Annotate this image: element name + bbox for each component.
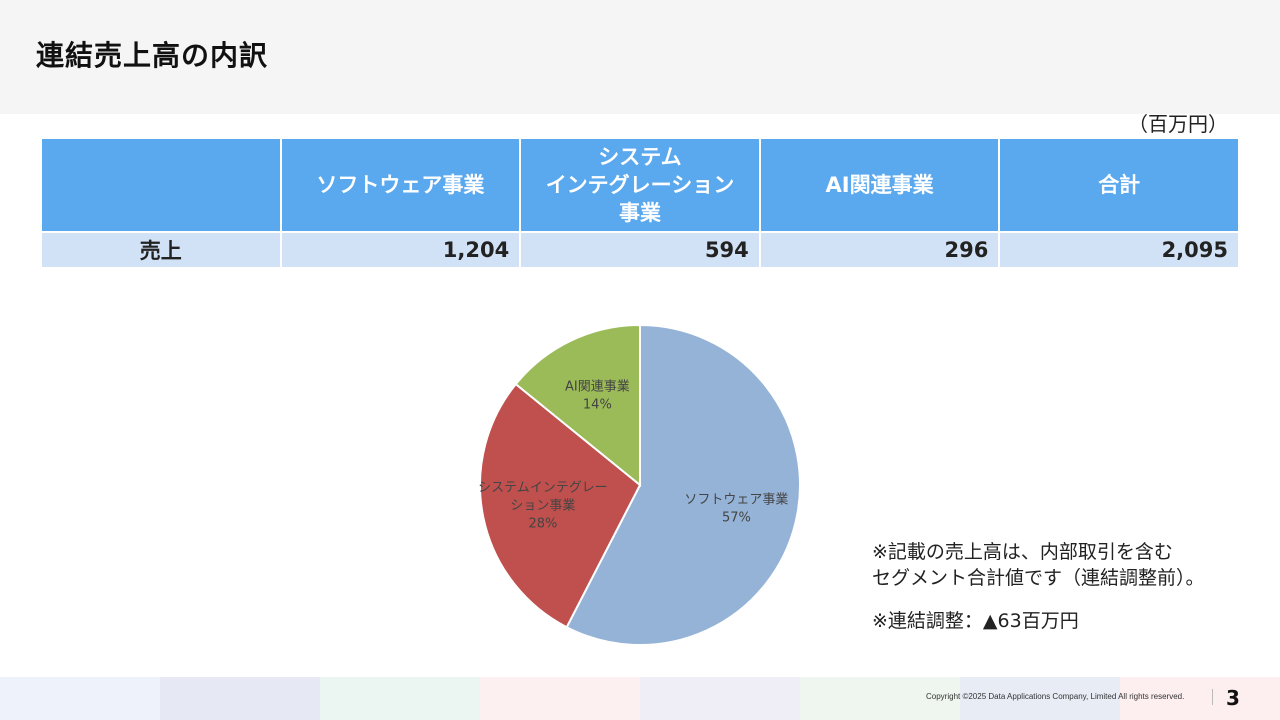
note-text: ※記載の売上高は、内部取引を含む セグメント合計値です（連結調整前）。 xyxy=(872,539,1205,591)
cell-software: 1,204 xyxy=(281,233,520,267)
footer-band-segment xyxy=(960,677,1120,720)
unit-label: （百万円） xyxy=(1128,112,1228,136)
header-empty xyxy=(42,139,280,231)
page-number: 3 xyxy=(1226,686,1240,710)
header-total: 合計 xyxy=(1000,139,1238,231)
footer-band-segment xyxy=(1120,677,1280,720)
header-software: ソフトウェア事業 xyxy=(281,139,520,231)
sales-table: ソフトウェア事業 システム インテグレーション 事業 AI関連事業 合計 売上 … xyxy=(40,137,1240,269)
footer-band-segment xyxy=(800,677,960,720)
pie-slice-percent: 28% xyxy=(528,516,557,531)
title-bar xyxy=(0,0,1280,114)
note-line-2: セグメント合計値です（連結調整前）。 xyxy=(872,567,1205,589)
pie-slice-percent: 57% xyxy=(722,510,751,525)
table-header-row: ソフトウェア事業 システム インテグレーション 事業 AI関連事業 合計 xyxy=(42,139,1238,231)
pie-slice xyxy=(479,382,642,629)
row-label: 売上 xyxy=(42,233,280,267)
pie-slice-label: システムインテグレー xyxy=(478,480,608,495)
cell-system-integration: 594 xyxy=(521,233,759,267)
header-ai: AI関連事業 xyxy=(760,139,999,231)
footer-band-segment xyxy=(160,677,320,720)
note-line-1: ※記載の売上高は、内部取引を含む xyxy=(872,541,1173,563)
table-row: 売上 1,204 594 296 2,095 xyxy=(42,233,1238,267)
footer-divider xyxy=(1212,689,1213,705)
page-title: 連結売上高の内訳 xyxy=(36,39,269,72)
pie-slice-percent: 14% xyxy=(583,397,612,412)
footer-band xyxy=(0,677,1280,720)
header-system-integration: システム インテグレーション 事業 xyxy=(521,139,759,231)
footer-band-segment xyxy=(320,677,480,720)
pie-slice-label: ソフトウェア事業 xyxy=(684,491,788,507)
pie-slice xyxy=(514,323,641,488)
cell-ai: 296 xyxy=(760,233,999,267)
pie-slice-label: AI関連事業 xyxy=(565,378,630,394)
consolidation-adjustment-note: ※連結調整：▲63百万円 xyxy=(872,610,1079,632)
cell-total: 2,095 xyxy=(1000,233,1238,267)
copyright-text: Copyright ©2025 Data Applications Compan… xyxy=(926,692,1185,701)
footer-band-segment xyxy=(0,677,160,720)
pie-slice-label: ション事業 xyxy=(510,497,575,513)
footer-band-segment xyxy=(640,677,800,720)
footer-band-segment xyxy=(480,677,640,720)
pie-slice xyxy=(565,323,801,646)
